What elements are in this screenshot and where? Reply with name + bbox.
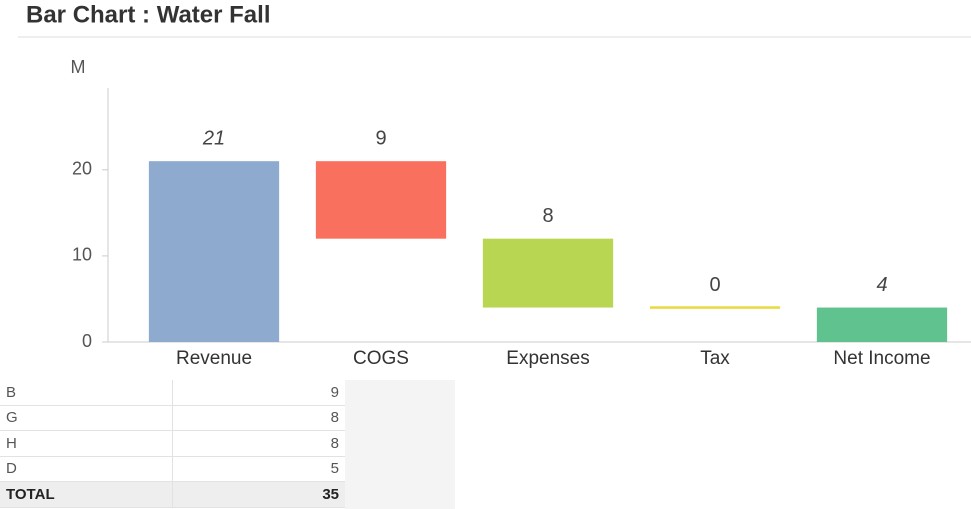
- table-cell: G: [0, 405, 173, 431]
- y-tick-label: 20: [72, 159, 92, 179]
- value-label: 4: [876, 274, 887, 296]
- table-cell: B: [0, 380, 173, 406]
- table-cell: 5: [172, 456, 345, 482]
- table-cell: 8: [172, 430, 345, 457]
- table-cell: TOTAL: [0, 481, 173, 508]
- table-cell: D: [0, 456, 173, 482]
- bar: [315, 161, 447, 239]
- x-tick-label: COGS: [353, 348, 409, 369]
- value-label: 0: [709, 274, 720, 296]
- x-tick-label: Tax: [700, 348, 730, 369]
- bar: [148, 161, 280, 342]
- chart: Bar Chart : Water Fall M 0 10 20 Revenue 21 C…: [18, 1, 971, 369]
- y-unit: M: [71, 57, 86, 77]
- bar: [816, 307, 948, 342]
- value-label: 9: [375, 127, 386, 149]
- table-cell: H: [0, 430, 173, 457]
- x-tick-label: Net Income: [833, 348, 930, 369]
- value-label: 8: [542, 205, 553, 227]
- value-label: 21: [202, 127, 225, 149]
- chart-title: Bar Chart : Water Fall: [26, 1, 271, 28]
- table-cell: 9: [172, 380, 345, 406]
- table-cell: 8: [172, 405, 345, 431]
- x-tick-label: Revenue: [176, 348, 252, 369]
- y-tick-label: 10: [72, 245, 92, 265]
- summary-table: B 9 G 8 H 8 D 5 TOTAL 35: [0, 380, 345, 508]
- empty-panel: [345, 380, 455, 509]
- table-cell: 35: [172, 481, 345, 508]
- bar: [649, 306, 781, 309]
- bar: [482, 238, 614, 308]
- table-row: TOTAL 35: [0, 481, 345, 508]
- y-tick-label: 0: [82, 331, 92, 351]
- x-tick-label: Expenses: [506, 348, 589, 369]
